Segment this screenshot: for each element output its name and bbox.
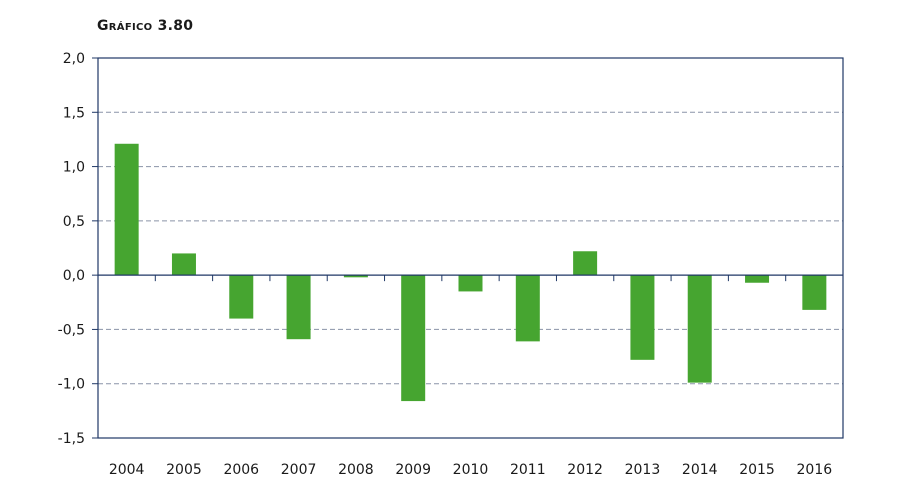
- bar-2005: [171, 253, 196, 276]
- bars: [114, 143, 827, 402]
- x-tick-label: 2013: [625, 462, 661, 478]
- x-tick-label: 2008: [338, 462, 374, 478]
- bar-2014: [687, 275, 712, 383]
- y-tick-label: -0,5: [58, 322, 85, 338]
- x-tick-label: 2004: [109, 462, 145, 478]
- y-tick-label: -1,0: [58, 377, 85, 393]
- axes: [92, 57, 844, 439]
- bar-2006: [229, 275, 254, 319]
- y-tick-label: 0,5: [63, 214, 85, 230]
- x-tick-label: 2016: [797, 462, 833, 478]
- y-tick-label: 0,0: [63, 268, 85, 284]
- bar-2016: [802, 275, 827, 310]
- grid-lines: [98, 111, 843, 385]
- x-tick-label: 2010: [453, 462, 489, 478]
- bar-2004: [114, 143, 139, 276]
- chart-title: Gráfico 3.80: [97, 18, 194, 34]
- y-tick-label: 1,5: [63, 105, 85, 121]
- bar-2010: [458, 275, 483, 292]
- y-tick-label: -1,5: [58, 431, 85, 447]
- bar-2007: [286, 275, 311, 340]
- x-tick-label: 2015: [739, 462, 775, 478]
- y-tick-labels: 2,0 1,5 1,0 0,5 0,0 -0,5 -1,0 -1,5: [58, 51, 85, 447]
- x-tick-label: 2011: [510, 462, 546, 478]
- x-tick-label: 2009: [395, 462, 431, 478]
- x-tick-label: 2007: [281, 462, 317, 478]
- bar-2008: [343, 275, 368, 278]
- x-tick-labels: 2004 2005 2006 2007 2008 2009 2010 2011 2012 2013…: [109, 462, 832, 478]
- plot-frame: [97, 57, 844, 439]
- x-tick-label: 2005: [166, 462, 202, 478]
- y-tick-label: 1,0: [63, 160, 85, 176]
- bar-2012: [573, 251, 598, 276]
- y-tick-label: 2,0: [63, 51, 85, 67]
- bar-2011: [515, 275, 540, 342]
- bar-2009: [401, 275, 426, 402]
- x-tick-label: 2006: [223, 462, 259, 478]
- bar-2015: [745, 275, 770, 283]
- bar-2013: [630, 275, 655, 360]
- x-tick-label: 2014: [682, 462, 718, 478]
- x-tick-label: 2012: [567, 462, 603, 478]
